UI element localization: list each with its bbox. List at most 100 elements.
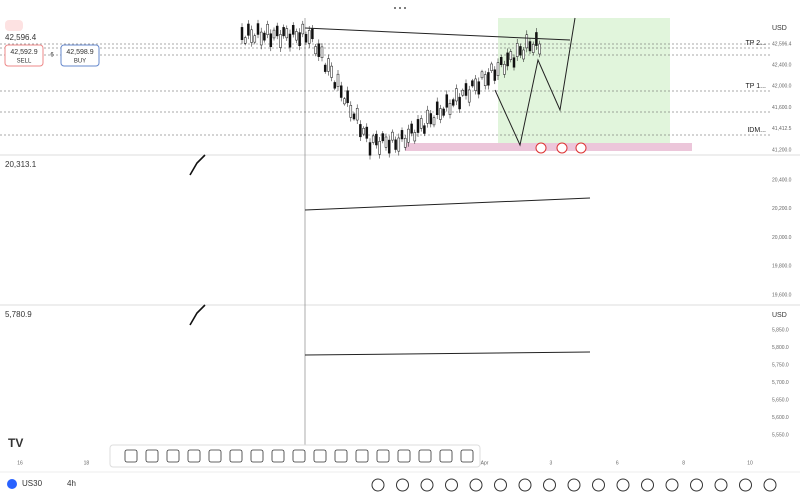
symbol[interactable]: US30 bbox=[22, 479, 43, 488]
candle bbox=[266, 23, 269, 35]
tool-button[interactable] bbox=[166, 449, 180, 463]
tool-button[interactable] bbox=[460, 449, 474, 463]
toolbar-button[interactable] bbox=[567, 478, 581, 492]
toolbar-button[interactable] bbox=[690, 478, 703, 492]
currency: USD bbox=[772, 25, 787, 32]
candle bbox=[282, 27, 285, 37]
candle bbox=[522, 49, 525, 60]
tool-button[interactable] bbox=[208, 449, 222, 463]
level-label: IDM... bbox=[747, 127, 766, 134]
candle bbox=[285, 28, 289, 39]
x-axis-label: 8 bbox=[682, 460, 685, 466]
candle bbox=[336, 73, 340, 87]
candle bbox=[359, 124, 362, 138]
candle bbox=[253, 35, 257, 43]
y-axis-label: 42,400.0 bbox=[772, 63, 792, 69]
candle bbox=[445, 94, 449, 108]
x-axis-label: 6 bbox=[616, 460, 619, 466]
tool-button[interactable] bbox=[376, 449, 390, 463]
tool-button[interactable] bbox=[187, 449, 201, 463]
tool-button[interactable] bbox=[271, 449, 285, 463]
candle bbox=[368, 142, 372, 156]
toolbar-button[interactable] bbox=[494, 478, 507, 492]
demand-zone bbox=[405, 143, 692, 151]
candle bbox=[343, 98, 346, 105]
candle bbox=[461, 89, 465, 96]
tool-button[interactable] bbox=[292, 449, 306, 463]
timeframe[interactable]: 4h bbox=[67, 479, 76, 488]
y-axis-label: 20,000.0 bbox=[772, 235, 792, 241]
last-price: 42,596.4 bbox=[5, 33, 37, 42]
toolbar-button[interactable] bbox=[592, 478, 605, 492]
currency: USD bbox=[772, 312, 787, 319]
toolbar-button[interactable] bbox=[616, 478, 630, 492]
candle bbox=[256, 23, 260, 35]
candle bbox=[320, 46, 324, 58]
candle bbox=[439, 108, 442, 120]
candle bbox=[301, 23, 305, 35]
tool-button[interactable] bbox=[124, 449, 138, 463]
tool-button[interactable] bbox=[250, 449, 264, 463]
candle bbox=[509, 51, 513, 60]
y-axis-label: 42,000.0 bbox=[772, 84, 792, 90]
candle bbox=[397, 137, 401, 152]
candle bbox=[339, 85, 343, 98]
candle bbox=[487, 72, 490, 86]
candle bbox=[432, 117, 436, 126]
y-axis-label: 5,650.0 bbox=[772, 397, 789, 403]
toolbar-button[interactable] bbox=[420, 478, 434, 492]
candle bbox=[349, 105, 353, 118]
candle bbox=[407, 128, 410, 143]
candle bbox=[480, 71, 484, 79]
tool-button[interactable] bbox=[145, 449, 159, 463]
sell-button[interactable] bbox=[4, 44, 44, 67]
toolbar-button[interactable] bbox=[396, 478, 409, 492]
buy-label: BUY bbox=[74, 59, 86, 65]
toolbar-button[interactable] bbox=[714, 478, 728, 492]
y-axis-label: 19,600.0 bbox=[772, 292, 792, 298]
event-icons bbox=[535, 142, 587, 154]
toolbar-button[interactable] bbox=[371, 478, 385, 492]
buy-button[interactable] bbox=[60, 44, 100, 67]
candle bbox=[442, 108, 445, 116]
candle bbox=[279, 34, 282, 48]
y-axis-label: 41,412.5 bbox=[772, 126, 792, 132]
candle bbox=[464, 83, 468, 96]
toolbar-button[interactable] bbox=[641, 478, 654, 492]
toolbar-button[interactable] bbox=[665, 478, 679, 492]
y-axis-label: 5,800.0 bbox=[772, 345, 789, 351]
y-axis-label: 5,850.0 bbox=[772, 327, 789, 333]
candle bbox=[327, 58, 330, 72]
candle bbox=[250, 29, 253, 43]
candle bbox=[403, 137, 407, 148]
y-axis-label: 5,750.0 bbox=[772, 362, 789, 368]
y-axis-label: 5,550.0 bbox=[772, 432, 789, 438]
tool-button[interactable] bbox=[334, 449, 348, 463]
toolbar-button[interactable] bbox=[469, 478, 483, 492]
candle bbox=[400, 130, 404, 140]
toolbar-button[interactable] bbox=[543, 478, 556, 492]
candle bbox=[378, 141, 381, 155]
tool-button[interactable] bbox=[355, 449, 369, 463]
x-axis-label: 3 bbox=[550, 460, 553, 466]
tool-button[interactable] bbox=[229, 449, 243, 463]
candle bbox=[477, 81, 481, 95]
candle bbox=[375, 133, 378, 146]
tool-button[interactable] bbox=[439, 449, 453, 463]
tool-button[interactable] bbox=[313, 449, 327, 463]
tool-button[interactable] bbox=[397, 449, 411, 463]
toolbar-button[interactable] bbox=[763, 478, 777, 492]
tool-button[interactable] bbox=[418, 449, 432, 463]
candle bbox=[515, 43, 519, 57]
candle bbox=[333, 82, 337, 89]
candle bbox=[471, 80, 474, 87]
candle bbox=[394, 139, 397, 150]
candle bbox=[365, 126, 369, 139]
candle bbox=[423, 125, 426, 134]
toolbar-button[interactable] bbox=[518, 478, 532, 492]
candle bbox=[298, 32, 301, 47]
toolbar-button[interactable] bbox=[445, 478, 458, 492]
x-axis-label: Apr bbox=[481, 460, 489, 466]
toolbar-button[interactable] bbox=[739, 478, 752, 492]
